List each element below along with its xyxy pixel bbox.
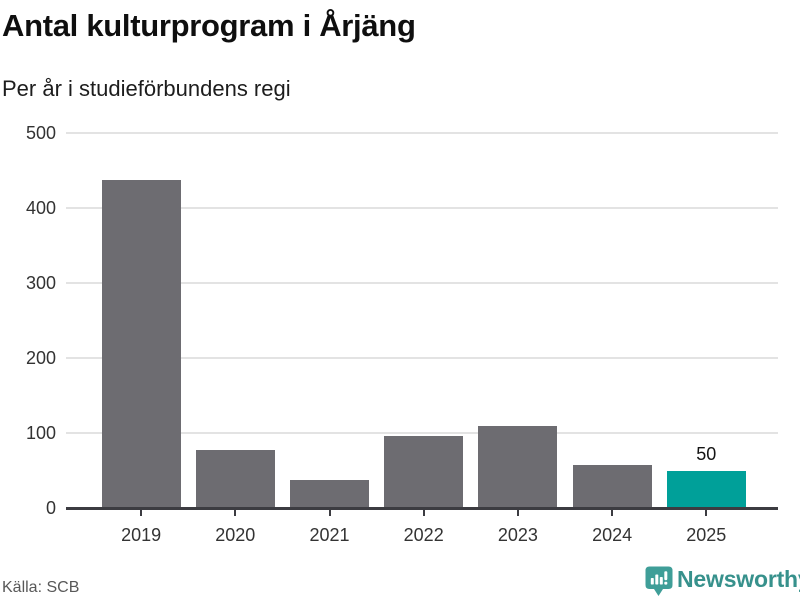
newsworthy-logo: Newsworthy [645, 565, 800, 599]
x-axis-label-2023: 2023 [497, 525, 538, 545]
x-axis-tick-2020 [234, 509, 237, 516]
gridline-200 [66, 357, 778, 359]
x-axis-label-2025: 2025 [686, 525, 727, 545]
x-axis-tick-2025 [705, 509, 708, 516]
y-axis-label-0: 0 [45, 498, 56, 518]
bar-2022 [384, 436, 464, 508]
bar-2025 [666, 470, 746, 508]
newsworthy-bubble-bar-chart-icon [645, 566, 673, 596]
x-axis-label-2021: 2021 [309, 525, 350, 545]
y-axis-label-300: 300 [25, 273, 56, 293]
chart-title: Antal kulturprogram i Årjäng [2, 8, 416, 43]
x-axis-tick-2024 [611, 509, 614, 516]
newsworthy-wordmark: Newsworthy [677, 566, 800, 592]
bar-2019 [101, 180, 181, 508]
gridline-500 [66, 132, 778, 134]
bar-2020 [195, 449, 275, 508]
x-axis-label-2019: 2019 [121, 525, 162, 545]
gridline-100 [66, 432, 778, 434]
bar-2023 [478, 425, 558, 508]
x-axis-label-2024: 2024 [592, 525, 633, 545]
bar-2021 [290, 480, 369, 508]
x-axis-tick-2019 [140, 509, 143, 516]
gridline-400 [66, 207, 778, 209]
x-axis-label-2022: 2022 [403, 525, 444, 545]
x-axis-tick-2023 [516, 509, 519, 516]
source-note: Källa: SCB [2, 579, 80, 596]
x-axis-tick-2022 [422, 509, 425, 516]
y-axis-label-200: 200 [25, 348, 56, 368]
y-axis-label-500: 500 [25, 123, 56, 143]
gridline-300 [66, 282, 778, 284]
bar-value-label-2025: 50 [696, 443, 717, 464]
y-axis-label-100: 100 [25, 423, 56, 443]
x-axis-label-2020: 2020 [215, 525, 256, 545]
bar-2024 [572, 465, 652, 508]
y-axis-label-400: 400 [25, 198, 56, 218]
chart-subtitle: Per år i studieförbundens regi [2, 76, 291, 101]
x-axis-line [66, 507, 778, 510]
x-axis-tick-2021 [328, 509, 331, 516]
